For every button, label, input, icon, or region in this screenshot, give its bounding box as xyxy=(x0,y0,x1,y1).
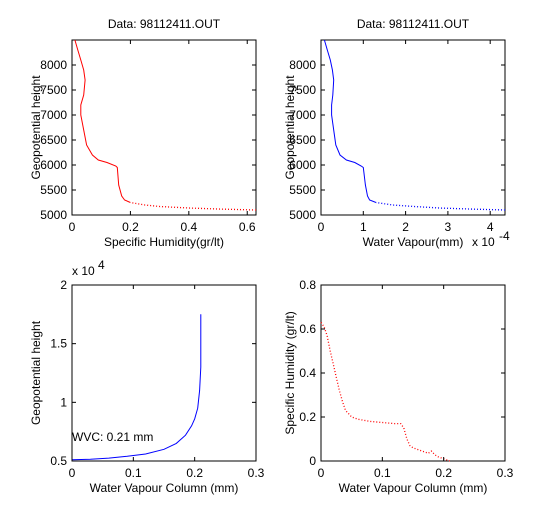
x-tick-label: 2 xyxy=(402,220,409,234)
x-axis-label: Water Vapour Column (mm) xyxy=(339,481,488,495)
y-tick-label: 2 xyxy=(60,278,67,292)
y-exponent-power: 4 xyxy=(98,258,105,272)
plot-area xyxy=(71,284,257,462)
data-line xyxy=(320,322,451,462)
x-tick-label: 0 xyxy=(69,466,76,480)
x-exponent-label: x 10 xyxy=(472,235,495,249)
y-tick-label: 0.2 xyxy=(299,410,316,424)
y-tick-label: 0.5 xyxy=(50,454,67,468)
chart-title: Data: 98112411.OUT xyxy=(357,17,470,31)
x-tick-label: 0.3 xyxy=(497,466,514,480)
x-tick-label: 0.3 xyxy=(248,466,265,480)
x-tick-label: 3 xyxy=(445,220,452,234)
subplot-2: 0 1 2 3 4 5000 5500 6000 6500 7000 7500 8000 Data: 9… xyxy=(283,17,510,249)
y-axis-label: Geopotential height xyxy=(29,320,43,425)
y-tick-label: 5000 xyxy=(289,208,316,222)
data-line-tail xyxy=(375,201,506,211)
y-tick-label: 1 xyxy=(60,395,67,409)
x-exponent-power: -4 xyxy=(499,229,510,243)
y-tick-label: 0.4 xyxy=(299,366,316,380)
y-tick-label: 6500 xyxy=(40,133,67,147)
y-tick-label: 0.8 xyxy=(299,278,316,292)
y-tick-label: 7500 xyxy=(40,83,67,97)
x-tick-label: 0.4 xyxy=(180,220,197,234)
plot-area xyxy=(71,39,257,216)
y-tick-label: 5000 xyxy=(40,208,67,222)
x-tick-label: 0.2 xyxy=(435,466,452,480)
subplot-3: 0 0.1 0.2 0.3 0.5 1 1.5 2 Water Vapour Column (m… xyxy=(29,258,265,495)
x-tick-label: 0.1 xyxy=(125,466,142,480)
chart-title: Data: 98112411.OUT xyxy=(108,17,221,31)
y-tick-label: 6000 xyxy=(40,158,67,172)
plot-area xyxy=(320,39,506,216)
y-tick-label: 6500 xyxy=(289,133,316,147)
y-exponent-label: x 10 xyxy=(72,264,95,278)
plot-area xyxy=(320,284,506,462)
y-axis-label: Specific Humidity (gr/lt) xyxy=(283,311,297,434)
y-axis-label: Geopotential height xyxy=(29,75,43,180)
x-tick-label: 1 xyxy=(360,220,367,234)
subplot-1: 0 0.2 0.4 0.6 5000 5500 6000 6500 7000 7500 8000 Da… xyxy=(29,17,257,249)
y-tick-label: 7500 xyxy=(289,83,316,97)
y-tick-label: 6000 xyxy=(289,158,316,172)
x-tick-label: 0 xyxy=(318,220,325,234)
x-tick-label: 0.2 xyxy=(122,220,139,234)
y-tick-label: 8000 xyxy=(40,58,67,72)
data-line xyxy=(71,314,202,461)
subplot-4: 0 0.1 0.2 0.3 0 0.2 0.4 0.6 0.8 Water Vapour Colu… xyxy=(283,278,514,495)
x-axis-label: Water Vapour Column (mm) xyxy=(90,481,239,495)
y-tick-label: 8000 xyxy=(289,58,316,72)
x-tick-label: 4 xyxy=(487,220,494,234)
x-tick-label: 0.2 xyxy=(186,466,203,480)
y-axis-label: Geopotential height xyxy=(283,75,297,180)
x-tick-label: 0 xyxy=(318,466,325,480)
y-tick-label: 5500 xyxy=(289,183,316,197)
x-tick-label: 0.1 xyxy=(374,466,391,480)
data-line-tail xyxy=(130,201,257,211)
x-axis-label: Water Vapour(mm) xyxy=(363,235,464,249)
y-tick-label: 7000 xyxy=(40,108,67,122)
y-tick-label: 1.5 xyxy=(50,337,67,351)
y-tick-label: 7000 xyxy=(289,108,316,122)
wvc-annotation: WVC: 0.21 mm xyxy=(72,430,153,444)
y-tick-label: 0 xyxy=(309,454,316,468)
x-tick-label: 0 xyxy=(69,220,76,234)
y-tick-label: 5500 xyxy=(40,183,67,197)
y-tick-label: 0.6 xyxy=(299,322,316,336)
x-tick-label: 0.6 xyxy=(239,220,256,234)
x-axis-label: Specific Humidity(gr/lt) xyxy=(104,235,224,249)
